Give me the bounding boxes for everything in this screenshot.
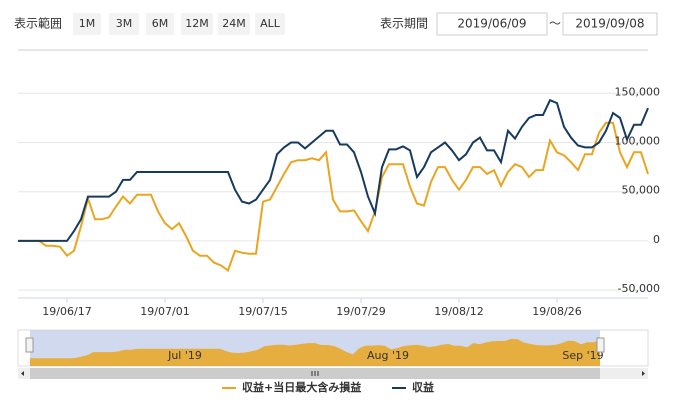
legend-label[interactable]: 収益+当日最大含み損益 — [242, 380, 361, 394]
range-button-label: 12M — [185, 17, 209, 30]
x-tick-label: 19/06/17 — [42, 305, 91, 318]
series-line — [18, 98, 649, 242]
range-button[interactable] — [73, 13, 101, 35]
y-tick-label: 50,000 — [622, 184, 661, 197]
navigator-area — [30, 338, 600, 366]
separator: ～ — [549, 17, 561, 31]
x-tick-label: 19/07/15 — [238, 305, 287, 318]
legend-label[interactable]: 収益 — [412, 380, 434, 394]
range-button-label: 24M — [222, 17, 246, 30]
navigator-handle[interactable] — [596, 337, 605, 353]
y-tick-label: 0 — [653, 233, 660, 246]
x-tick-label: 19/07/29 — [336, 305, 385, 318]
navigator-label: Sep '19 — [562, 349, 603, 362]
y-tick-label: -50,000 — [618, 282, 660, 295]
range-label: 表示範囲 — [14, 16, 62, 31]
x-tick-label: 19/07/01 — [140, 305, 189, 318]
range-button[interactable] — [255, 13, 285, 35]
scrollbar-grip — [311, 371, 319, 376]
navigator-label: Aug '19 — [367, 349, 409, 362]
range-button-label: 6M — [152, 17, 169, 30]
to-date: 2019/09/08 — [575, 17, 644, 31]
range-button-label: 3M — [116, 17, 133, 30]
series-line — [18, 121, 649, 272]
range-button — [181, 13, 213, 35]
navigator-label: Jul '19 — [167, 349, 202, 362]
from-input[interactable] — [436, 12, 548, 36]
y-tick-label: 150,000 — [615, 85, 661, 98]
x-tick-label: 19/08/26 — [532, 305, 581, 318]
range-button-label: 1M — [79, 17, 96, 30]
to-input[interactable] — [562, 12, 658, 36]
range-button — [146, 13, 174, 35]
navigator-handle[interactable] — [25, 337, 34, 353]
range-button[interactable] — [109, 13, 139, 35]
from-date: 2019/06/09 — [457, 17, 526, 31]
y-tick-label: 100,000 — [615, 135, 661, 148]
period-label: 表示期間 — [380, 17, 428, 31]
x-tick-label: 19/08/12 — [434, 305, 483, 318]
range-button-label: ALL — [260, 17, 281, 30]
range-button — [218, 13, 250, 35]
